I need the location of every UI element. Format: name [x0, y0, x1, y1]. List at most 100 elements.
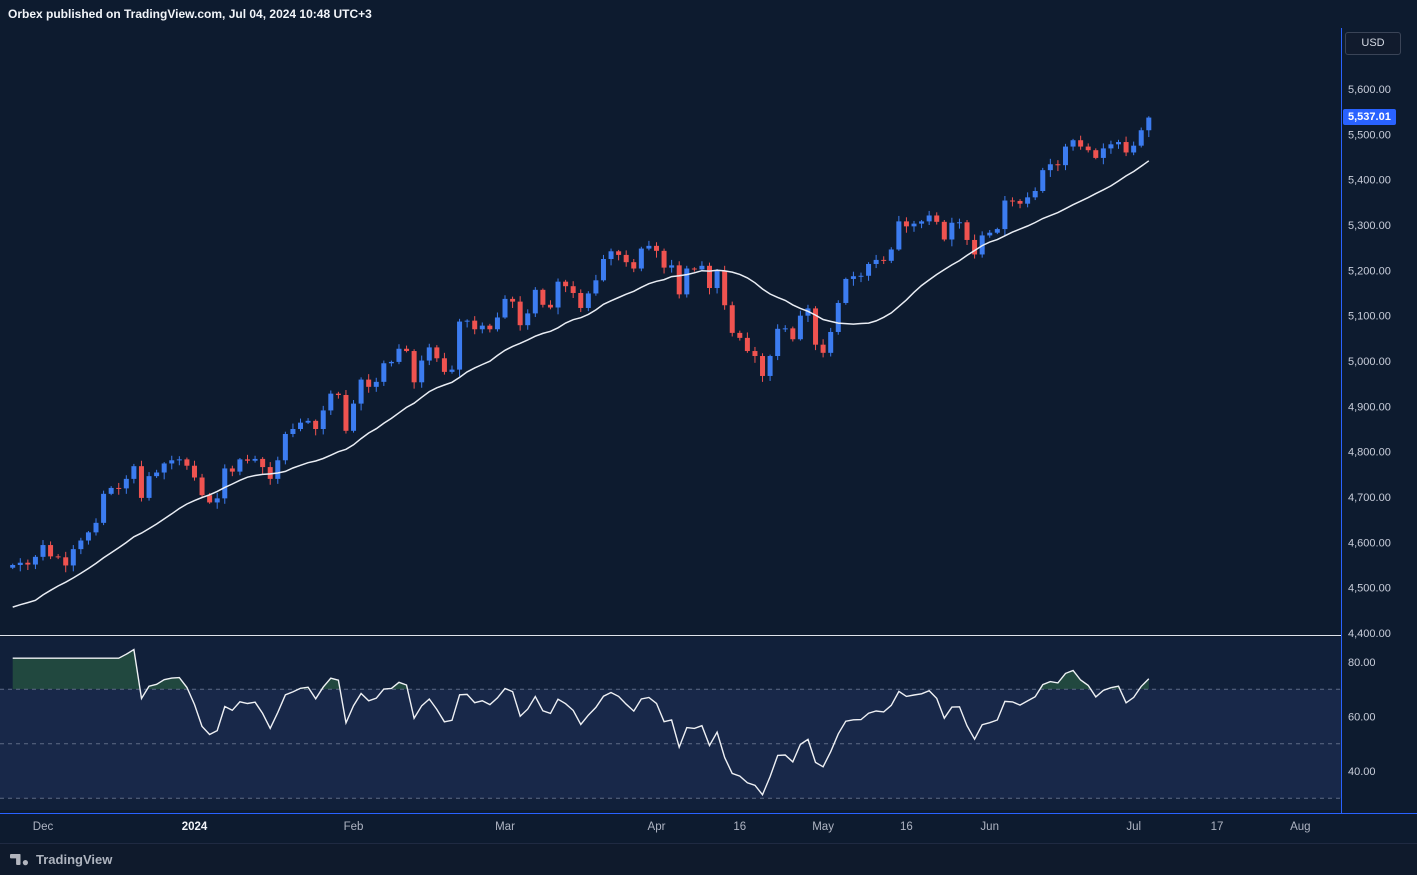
candle-body	[987, 232, 993, 236]
candle-body	[161, 463, 167, 473]
candle-body	[570, 286, 576, 293]
price-tick-label: 5,200.00	[1348, 265, 1391, 277]
candle-body	[896, 221, 902, 250]
candle-body	[222, 468, 228, 499]
candle-body	[70, 549, 76, 566]
price-axis[interactable]: 5,600.00 5,500.00 5,400.00 5,300.00 5,200.00…	[1348, 84, 1391, 640]
candle-body	[646, 245, 652, 249]
time-tick-label: 16	[733, 821, 746, 833]
candle-body	[1108, 144, 1114, 149]
candle-body	[919, 221, 925, 224]
candle-body	[313, 420, 319, 429]
candle-body	[305, 420, 311, 423]
candle-body	[479, 325, 485, 330]
candle-body	[1040, 170, 1046, 191]
candle-body	[426, 347, 432, 361]
candle-body	[169, 460, 175, 464]
candle-body	[237, 459, 243, 472]
last-price-tag: 5,537.01	[1343, 108, 1396, 125]
candle-body	[600, 259, 606, 281]
candle-body	[1138, 130, 1144, 146]
time-tick-label: 16	[900, 821, 913, 833]
candle-body	[260, 458, 266, 468]
candle-body	[835, 302, 841, 332]
candle-body	[767, 356, 773, 376]
candle-body	[146, 476, 152, 498]
indicator-axis[interactable]: 80.00 60.00 40.00	[1348, 657, 1376, 778]
candle-body	[351, 403, 357, 431]
candle-body	[949, 222, 955, 240]
candle-body	[888, 249, 894, 261]
candle-body	[199, 477, 205, 496]
candle-body	[1017, 200, 1023, 204]
candle-body	[744, 337, 750, 352]
candle-body	[1123, 142, 1129, 153]
candle-body	[487, 325, 493, 330]
rsi-band	[0, 689, 1341, 799]
price-tick-label: 5,500.00	[1348, 129, 1391, 141]
sma-line	[12, 160, 1150, 608]
candle-body	[388, 361, 394, 364]
candle-body	[343, 395, 349, 431]
candle-body	[191, 465, 197, 478]
candle-body	[797, 315, 803, 340]
tradingview-logo-icon[interactable]	[10, 850, 29, 869]
candle-body	[1055, 164, 1061, 166]
candle-body	[631, 262, 637, 269]
candle-body	[1032, 191, 1038, 198]
candle-body	[184, 459, 190, 466]
candle-body	[578, 293, 584, 308]
candle-body	[555, 281, 561, 308]
candles-layer	[10, 116, 1152, 573]
candle-body	[608, 251, 614, 259]
tradingview-brand-text[interactable]: TradingView	[36, 852, 113, 867]
candle-body	[616, 251, 622, 255]
price-tick-label: 4,600.00	[1348, 537, 1391, 549]
price-tick-label: 4,500.00	[1348, 583, 1391, 595]
candle-body	[729, 305, 735, 333]
candle-body	[298, 422, 304, 429]
rsi-tick-label: 60.00	[1348, 712, 1376, 724]
candle-body	[714, 270, 720, 289]
rsi-overbought-fill	[12, 649, 1149, 690]
candle-body	[623, 254, 629, 263]
candle-body	[684, 268, 690, 295]
candle-body	[116, 487, 122, 489]
candle-body	[737, 332, 743, 338]
candle-body	[1131, 145, 1137, 153]
candle-body	[653, 245, 659, 251]
candle-body	[252, 458, 258, 461]
candle-body	[78, 540, 84, 550]
price-tick-label: 4,400.00	[1348, 628, 1391, 640]
candle-body	[669, 265, 675, 268]
price-tick-label: 5,600.00	[1348, 84, 1391, 96]
candle-body	[881, 259, 887, 261]
currency-button[interactable]: USD	[1345, 32, 1401, 55]
candle-body	[419, 360, 425, 383]
candle-body	[131, 466, 137, 479]
candle-body	[1070, 140, 1076, 147]
candle-body	[1100, 148, 1106, 158]
footer-bar: TradingView	[0, 843, 1417, 875]
candle-body	[290, 429, 296, 434]
candle-body	[229, 468, 235, 472]
candle-body	[699, 265, 705, 270]
candle-body	[1116, 142, 1122, 145]
candle-body	[638, 248, 644, 269]
candle-body	[1062, 146, 1068, 166]
candle-body	[207, 495, 213, 503]
candle-body	[1093, 150, 1099, 158]
rsi-tick-label: 80.00	[1348, 657, 1376, 669]
candle-body	[40, 545, 46, 557]
time-tick-label: Feb	[344, 821, 364, 833]
time-axis[interactable]: Dec 2024 Feb Mar Apr 16 May 16 Jun Jul 17 Aug	[33, 821, 1311, 833]
time-tick-label: 17	[1211, 821, 1224, 833]
candle-body	[449, 369, 455, 372]
candle-body	[275, 460, 281, 479]
price-tick-label: 5,000.00	[1348, 356, 1391, 368]
candle-body	[464, 320, 470, 322]
candle-body	[93, 522, 99, 533]
candle-body	[510, 298, 516, 302]
